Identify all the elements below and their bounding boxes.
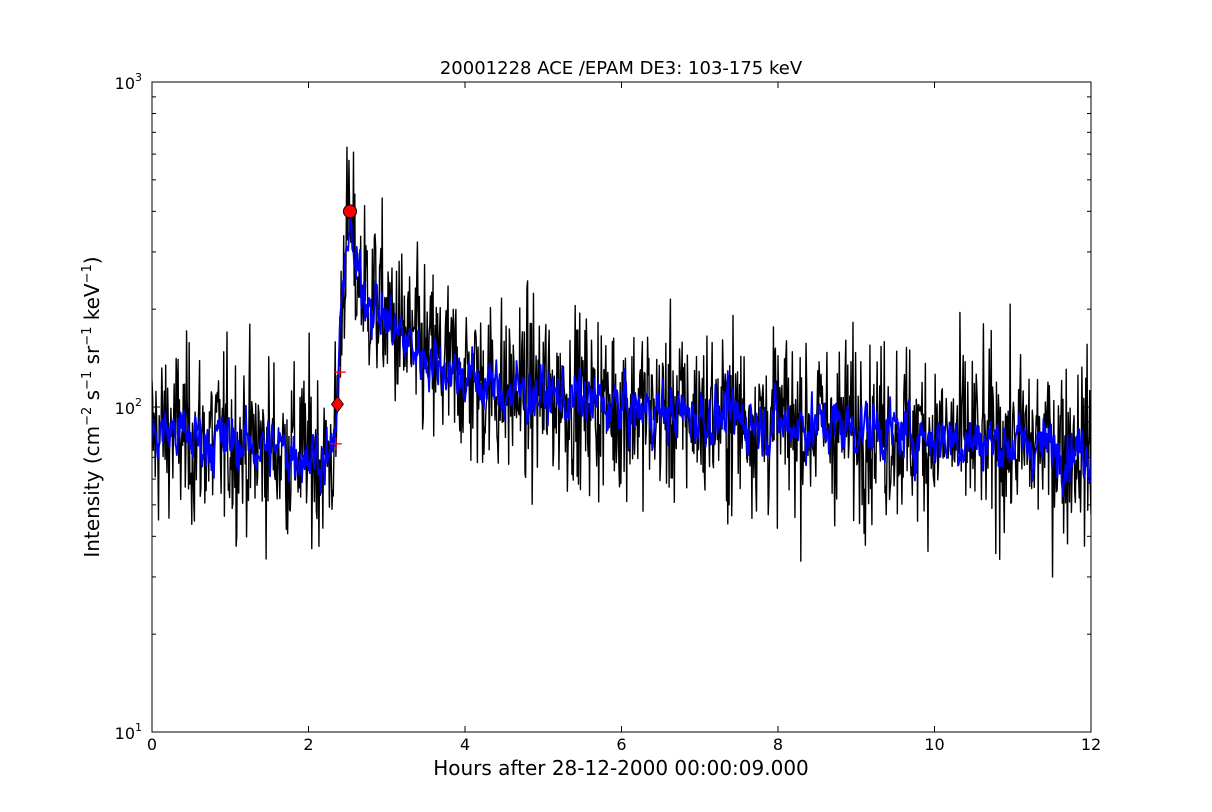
x-tick-label: 10 [924, 735, 944, 754]
marker-diamond [330, 395, 344, 413]
chart-title: 20001228 ACE /EPAM DE3: 103-175 keV [440, 58, 803, 79]
x-tick-label: 8 [773, 735, 783, 754]
marker-layer [329, 204, 357, 450]
marker-plus [329, 437, 342, 450]
x-tick-label: 6 [616, 735, 626, 754]
x-tick-label: 0 [147, 735, 157, 754]
series-layer [152, 146, 1091, 578]
y-tick-label: 101 [115, 721, 142, 743]
x-axis-title: Hours after 28-12-2000 00:00:09.000 [433, 756, 809, 780]
y-tick-label: 102 [115, 396, 142, 418]
x-tick-label: 4 [460, 735, 470, 754]
marker-circle [342, 204, 357, 219]
y-axis-title: Intensity (cm−2 s−1 sr−1 keV−1) [80, 256, 104, 557]
series-line-smoothed [152, 213, 1091, 498]
marker-plus [333, 366, 346, 379]
x-tick-label: 12 [1081, 735, 1101, 754]
x-axis: 0 2 4 6 8 10 12 [147, 82, 1101, 754]
x-tick-label: 2 [303, 735, 313, 754]
y-tick-label: 103 [115, 71, 142, 93]
y-axis: 101 102 103 [115, 71, 1091, 743]
